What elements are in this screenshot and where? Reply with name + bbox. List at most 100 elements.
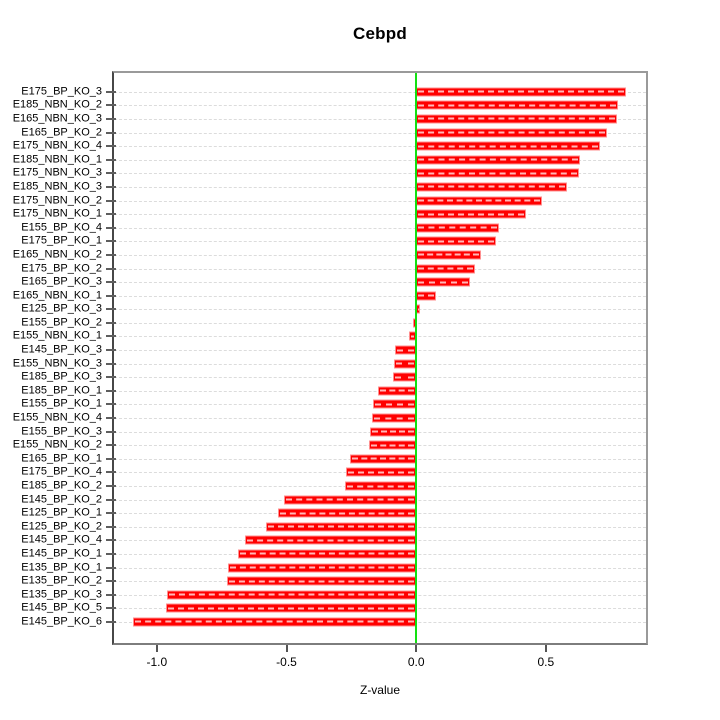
y-axis-tick	[106, 457, 116, 460]
y-axis-tick	[106, 580, 116, 583]
x-axis-tick-label: 0.5	[537, 655, 555, 669]
y-axis-tick	[106, 117, 116, 120]
grid-line	[114, 282, 646, 284]
x-axis-tick-label: 0.0	[407, 655, 425, 669]
y-axis-tick	[106, 620, 116, 623]
y-axis-tick	[106, 552, 116, 555]
y-axis-label: E145_BP_KO_3	[21, 343, 102, 356]
bar-rows: E175_BP_KO_3 E185_NBN_KO_2 E165_NBN_KO_3 E1…	[13, 73, 646, 643]
bar	[167, 590, 416, 600]
bar	[133, 617, 416, 627]
bar	[415, 236, 496, 246]
grid-line	[114, 214, 646, 216]
bar-dash-pattern	[375, 403, 414, 406]
x-axis: Z-value -1.0 -0.5 0.0 0.5	[112, 645, 648, 705]
y-axis-label: E155_NBN_KO_2	[12, 438, 102, 451]
bar	[392, 372, 416, 382]
y-axis-label: E185_NBN_KO_3	[12, 180, 102, 193]
bar	[415, 128, 608, 138]
y-axis-tick	[106, 335, 116, 338]
y-axis-tick	[106, 376, 116, 379]
x-axis-tick	[544, 645, 547, 652]
bar	[350, 454, 416, 464]
y-axis-label: E135_BP_KO_1	[21, 561, 102, 574]
y-axis-tick	[106, 417, 116, 420]
y-axis-tick	[106, 158, 116, 161]
y-axis-tick	[106, 240, 116, 243]
grid-line	[114, 241, 646, 243]
bar-dash-pattern	[417, 267, 474, 270]
bar	[415, 209, 526, 219]
bar-dash-pattern	[247, 539, 414, 542]
bar-dash-pattern	[417, 131, 606, 134]
bar-dash-pattern	[239, 552, 414, 555]
bar-dash-pattern	[286, 498, 414, 501]
bar-dash-pattern	[280, 512, 414, 515]
y-axis-label: E125_BP_KO_3	[21, 302, 102, 315]
bar-dash-pattern	[380, 389, 414, 392]
y-axis-label: E175_NBN_KO_4	[12, 139, 102, 152]
bar-dash-pattern	[352, 457, 414, 460]
grid-line	[114, 132, 646, 134]
bar-row: E165_BP_KO_3	[21, 275, 646, 289]
bar	[415, 223, 500, 233]
bar-dash-pattern	[370, 444, 414, 447]
y-axis-label: E175_BP_KO_3	[21, 85, 102, 98]
bar-dash-pattern	[167, 607, 414, 610]
x-axis-tick	[415, 645, 418, 652]
bar-row: E185_NBN_KO_2	[13, 99, 646, 113]
y-axis-tick	[106, 308, 116, 311]
bar-row: E155_NBN_KO_4	[13, 411, 646, 425]
y-axis-label: E175_BP_KO_1	[21, 234, 102, 247]
grid-line	[114, 159, 646, 161]
bar-row: E145_BP_KO_3	[21, 343, 646, 357]
grid-line	[114, 105, 646, 107]
bar-dash-pattern	[417, 199, 540, 202]
bar-dash-pattern	[417, 281, 468, 284]
bar-dash-pattern	[417, 172, 578, 175]
y-axis-tick	[106, 131, 116, 134]
bar-dash-pattern	[228, 580, 414, 583]
bar-dash-pattern	[417, 226, 498, 229]
bar	[370, 427, 416, 437]
bar-row: E175_NBN_KO_2	[13, 194, 646, 208]
y-axis-label: E145_BP_KO_4	[21, 533, 102, 546]
bar-dash-pattern	[417, 90, 624, 93]
bar	[415, 168, 580, 178]
y-axis-label: E155_BP_KO_4	[21, 221, 102, 234]
y-axis-tick	[106, 104, 116, 107]
y-axis-label: E135_BP_KO_3	[21, 588, 102, 601]
y-axis-label: E135_BP_KO_2	[21, 574, 102, 587]
y-axis-tick	[106, 172, 116, 175]
bar-row: E155_BP_KO_1	[21, 398, 646, 412]
bar-row: E165_NBN_KO_1	[13, 289, 646, 303]
bar-row: E155_BP_KO_3	[21, 425, 646, 439]
y-axis-label: E125_BP_KO_1	[21, 506, 102, 519]
bar-dash-pattern	[346, 485, 414, 488]
bar	[165, 603, 416, 613]
bar	[415, 87, 626, 97]
grid-line	[114, 295, 646, 297]
bar-dash-pattern	[396, 362, 414, 365]
bar-dash-pattern	[417, 185, 566, 188]
bar-dash-pattern	[169, 593, 414, 596]
y-axis-tick	[106, 185, 116, 188]
y-axis-label: E155_NBN_KO_4	[12, 411, 102, 424]
bar-row: E145_BP_KO_4	[21, 534, 646, 548]
grid-line	[114, 118, 646, 120]
bar-row: E135_BP_KO_2	[21, 574, 646, 588]
bar-dash-pattern	[417, 240, 494, 243]
y-axis-tick	[106, 403, 116, 406]
bar-row: E175_BP_KO_3	[21, 85, 646, 99]
y-axis-tick	[106, 389, 116, 392]
bar-row: E125_BP_KO_1	[21, 506, 646, 520]
bar-row: E145_BP_KO_5	[21, 602, 646, 616]
bar-row: E145_BP_KO_6	[21, 615, 646, 629]
plot-area: E175_BP_KO_3 E185_NBN_KO_2 E165_NBN_KO_3 E1…	[13, 71, 648, 645]
y-axis-tick	[106, 362, 116, 365]
bar-dash-pattern	[268, 525, 414, 528]
grid-line	[114, 227, 646, 229]
y-axis-tick	[106, 267, 116, 270]
bar	[378, 386, 416, 396]
bar	[226, 576, 416, 586]
